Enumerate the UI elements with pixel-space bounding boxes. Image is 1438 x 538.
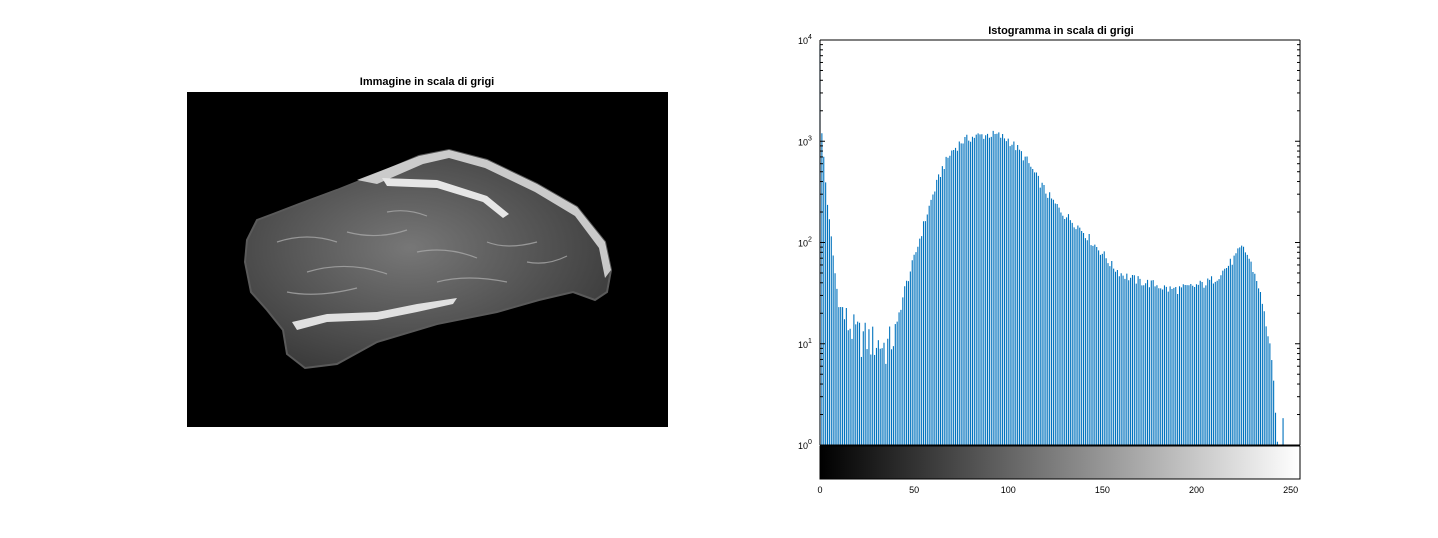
y-tick-label: 104 (798, 34, 812, 46)
y-tick-label: 101 (798, 338, 812, 350)
x-tick-label: 50 (909, 485, 919, 495)
grayscale-image (187, 92, 668, 427)
x-tick-label: 100 (1001, 485, 1016, 495)
x-tick-label: 250 (1283, 485, 1298, 495)
histogram-bars (819, 44, 1284, 445)
grayscale-colorbar (819, 445, 1301, 480)
x-tick-label: 0 (817, 485, 822, 495)
x-tick-label: 150 (1095, 485, 1110, 495)
image-title: Immagine in scala di grigi (359, 76, 495, 88)
x-tick-label: 200 (1189, 485, 1204, 495)
meat-image (243, 148, 613, 370)
y-tick-label: 103 (798, 135, 812, 147)
fat-seam (382, 178, 509, 218)
y-ticks: 100 101 102 103 104 (798, 34, 1300, 451)
chart-title: Istogramma in scala di grigi (988, 25, 1134, 37)
fat-seam-bottom (292, 298, 457, 330)
marbling (276, 210, 568, 295)
y-tick-label: 100 (798, 439, 812, 451)
y-tick-label: 102 (798, 237, 812, 249)
